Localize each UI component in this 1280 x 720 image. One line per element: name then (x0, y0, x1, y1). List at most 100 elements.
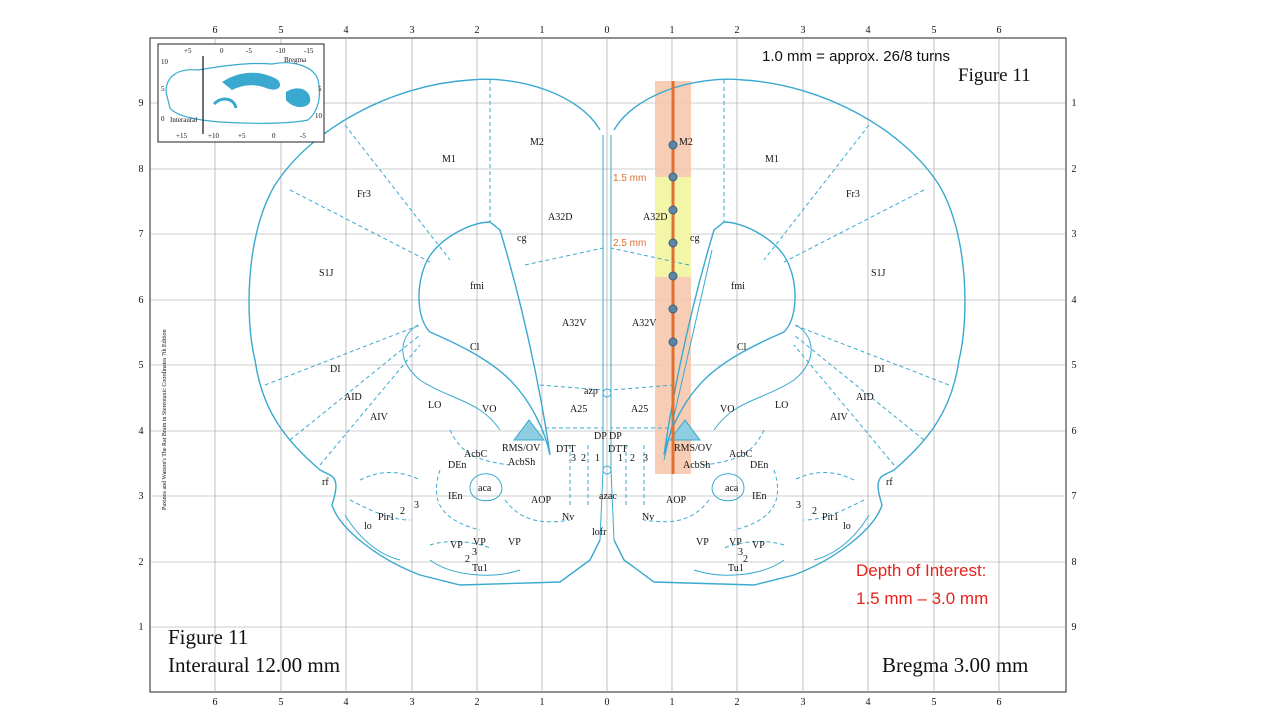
axis-tick-label: 2 (1072, 164, 1077, 175)
region-label: A32D (548, 212, 572, 223)
right-lo-tract (813, 514, 870, 561)
axis-tick-label: 9 (139, 98, 144, 109)
region-label: DTT (556, 444, 575, 455)
probe-tip-diagonal (663, 249, 713, 461)
probe-point (668, 205, 678, 215)
region-label: fmi (470, 281, 484, 292)
inset-left-tick: 5 (161, 85, 165, 93)
left-inner-arc (402, 324, 501, 431)
left-hemisphere-outline (248, 78, 601, 586)
region-label: 3 (472, 547, 477, 558)
region-label: IEn (448, 491, 462, 502)
region-label: AcbC (464, 449, 488, 460)
inset-ventricle (212, 97, 238, 109)
region-label: lo (843, 521, 851, 532)
azac-marker (602, 465, 612, 475)
region-label: VP (752, 540, 765, 551)
region-label: DI (874, 364, 885, 375)
region-label: AID (344, 392, 362, 403)
region-label: AIV (830, 412, 849, 423)
region-label: 2 (812, 506, 817, 517)
region-label: RMS/OV (674, 443, 713, 454)
region-label: Cl (737, 342, 747, 353)
region-label: A32D (643, 212, 667, 223)
axis-tick-label: 2 (139, 557, 144, 568)
region-label: Pir1 (822, 512, 839, 523)
sagittal-inset: Bregma Interaural +5 0 -5 -10 -15 +15 +1… (157, 43, 325, 143)
axis-tick-label: 2 (735, 697, 740, 708)
top-axis-labels: 6 5 4 3 2 1 0 1 2 3 4 5 6 (213, 25, 1002, 36)
axis-tick-label: 4 (139, 426, 144, 437)
left-fmi-outline (418, 221, 551, 456)
region-label: VP (729, 537, 742, 548)
left-region-labels: M1 M2 Fr3 A32D cg S1J fmi A32V Cl DI AID… (319, 137, 617, 574)
region-label: cg (517, 233, 526, 244)
region-label: lo (364, 521, 372, 532)
region-label: DTT (608, 444, 627, 455)
depth-of-interest-range: 1.5 mm – 3.0 mm (856, 589, 988, 608)
region-label: IEn (752, 491, 766, 502)
midline-right (610, 135, 615, 541)
axis-tick-label: 1 (540, 697, 545, 708)
region-label: Pir1 (378, 512, 395, 523)
axis-tick-label: 3 (139, 491, 144, 502)
bottom-axis-labels: 6 5 4 3 2 1 0 1 2 3 4 5 6 (213, 697, 1002, 708)
axis-tick-label: 5 (932, 25, 937, 36)
inset-right-tick: 10 (315, 112, 323, 120)
region-label: DI (330, 364, 341, 375)
left-rms-triangle (513, 419, 545, 441)
depth-of-interest-heading: Depth of Interest: (856, 561, 986, 580)
axis-tick-label: 0 (605, 25, 610, 36)
midline-left (599, 135, 604, 541)
figure-title-bottom-left: Figure 11 (168, 625, 248, 649)
region-label: DP (609, 431, 622, 442)
left-bottom-arc (429, 559, 521, 576)
inset-brain-outline (165, 62, 321, 124)
region-label: 3 (643, 453, 648, 464)
region-label: azac (599, 491, 617, 502)
inset-right-tick: 5 (318, 85, 322, 93)
axis-tick-label: 5 (1072, 360, 1077, 371)
inset-bottom-tick: -5 (300, 132, 306, 140)
scale-note: 1.0 mm = approx. 26/8 turns (762, 48, 950, 65)
axis-tick-label: 7 (139, 229, 144, 240)
right-region-labels: M2 M1 Fr3 A32D cg fmi S1J A32V Cl DI AID… (608, 137, 893, 574)
region-label: A25 (631, 404, 648, 415)
region-label: 2 (630, 453, 635, 464)
region-label: A32V (562, 318, 587, 329)
left-lo-tract (344, 514, 401, 561)
axis-tick-label: 4 (1072, 295, 1077, 306)
inset-bottom-tick: +5 (238, 132, 246, 140)
probe-sample-points (668, 140, 678, 347)
left-axis-labels: 9 8 7 6 5 4 3 2 1 (139, 98, 144, 633)
region-label: Fr3 (357, 189, 371, 200)
region-label: 2 (400, 506, 405, 517)
brain-section (248, 78, 966, 586)
axis-tick-label: 6 (997, 25, 1002, 36)
inset-bottom-tick: +10 (208, 132, 219, 140)
region-label: lofr (592, 527, 607, 538)
region-label: rf (886, 477, 893, 488)
region-label: M1 (442, 154, 456, 165)
inset-top-tick: -5 (246, 47, 252, 55)
region-label: VP (450, 540, 463, 551)
right-axis-labels: 1 2 3 4 5 6 7 8 9 (1072, 98, 1077, 633)
region-label: AOP (666, 495, 686, 506)
depth-mark-2-5: 2.5 mm (613, 238, 646, 249)
region-label: Nv (562, 512, 574, 523)
interaural-label: Interaural 12.00 mm (168, 653, 340, 677)
right-inner-arc (713, 324, 812, 431)
axis-tick-label: 4 (866, 25, 871, 36)
figure-title-top-right: Figure 11 (958, 65, 1031, 86)
region-label: LO (775, 400, 788, 411)
probe-point (668, 172, 678, 182)
axis-tick-label: 1 (139, 622, 144, 633)
inset-bregma-label: Bregma (284, 56, 307, 64)
axis-tick-label: 6 (213, 697, 218, 708)
region-label: LO (428, 400, 441, 411)
region-label: VO (720, 404, 734, 415)
region-label: AcbSh (683, 460, 710, 471)
region-label: S1J (871, 268, 886, 279)
inset-cerebellum (286, 88, 311, 108)
